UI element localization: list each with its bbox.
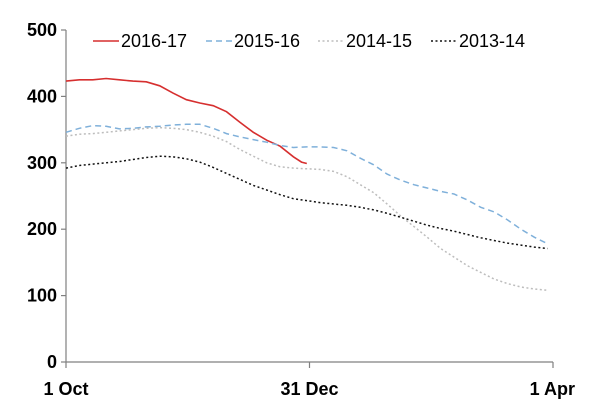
axes: 0 100 200 300 400 500 1 Oct 31 Dec 1 Apr <box>27 20 575 399</box>
y-tick-label: 0 <box>47 352 57 372</box>
legend: 2016-17 2015-16 2014-15 2013-14 <box>93 31 525 51</box>
series-line-2016-17 <box>65 77 308 165</box>
x-tick-label: 1 Apr <box>530 379 575 399</box>
x-tick-label: 1 Oct <box>43 379 88 399</box>
series-layer <box>65 77 548 292</box>
series-line-2015-16 <box>65 123 548 245</box>
y-tick-label: 200 <box>27 219 57 239</box>
y-tick-label: 300 <box>27 153 57 173</box>
legend-label: 2016-17 <box>121 31 187 51</box>
legend-label: 2013-14 <box>459 31 525 51</box>
y-tick-label: 400 <box>27 86 57 106</box>
x-tick-label: 31 Dec <box>280 379 338 399</box>
y-tick-label: 500 <box>27 20 57 40</box>
y-tick-label: 100 <box>27 286 57 306</box>
series-line-2014-15 <box>65 126 548 292</box>
legend-label: 2015-16 <box>234 31 300 51</box>
legend-label: 2014-15 <box>346 31 412 51</box>
series-line-2013-14 <box>65 155 548 250</box>
